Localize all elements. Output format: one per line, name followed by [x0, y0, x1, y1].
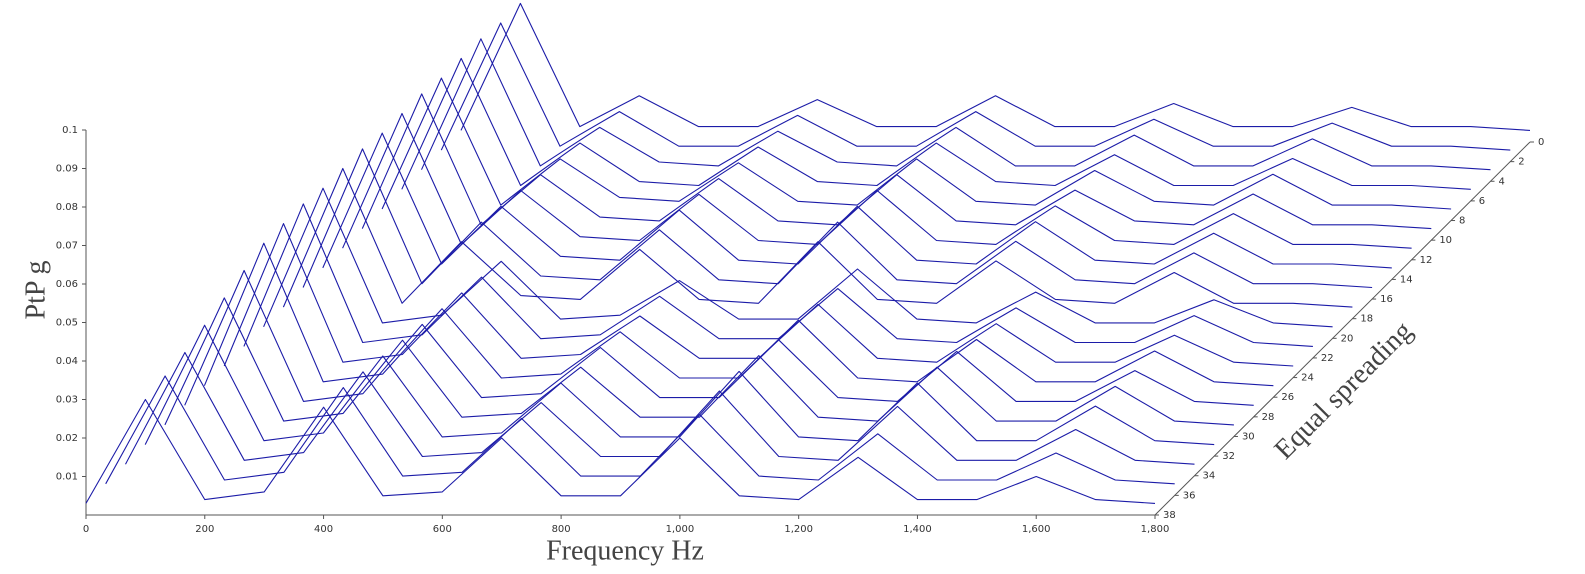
spectrum-trace	[361, 93, 1432, 230]
z-tick-label: 0	[1538, 137, 1544, 148]
z-tick-label: 16	[1380, 294, 1393, 305]
spectrum-trace	[184, 269, 1254, 406]
spectrum-trace	[282, 167, 1353, 308]
x-axis-title: Frequency Hz	[546, 535, 704, 566]
z-tick-label: 4	[1499, 176, 1505, 187]
z-tick-label: 28	[1262, 412, 1275, 423]
spectrum-trace	[302, 148, 1373, 289]
spectrum-trace	[144, 324, 1215, 446]
y-tick-label: 0.05	[56, 318, 78, 329]
y-tick-label: 0.01	[56, 472, 78, 483]
x-tick-label: 200	[195, 524, 214, 535]
x-tick-label: 0	[83, 524, 89, 535]
y-tick-label: 0.03	[56, 395, 78, 406]
spectrum-trace	[85, 398, 1156, 504]
y-tick-label: 0.07	[56, 241, 78, 252]
y-tick-label: 0.06	[56, 279, 78, 290]
spectrum-trace	[125, 351, 1195, 465]
spectrum-trace	[263, 187, 1333, 328]
spectrum-trace	[342, 112, 1412, 249]
spectrum-trace	[420, 38, 1491, 171]
y-tick-label: 0.02	[56, 433, 78, 444]
z-tick-label: 10	[1439, 235, 1452, 246]
spectrum-trace	[322, 132, 1392, 269]
z-tick-label: 36	[1183, 490, 1196, 501]
z-tick-label: 2	[1518, 157, 1524, 168]
z-tick-label: 6	[1479, 196, 1485, 207]
spectrum-trace	[243, 203, 1313, 347]
y-axis-title: PtP g	[20, 261, 51, 320]
z-tick-label: 8	[1459, 216, 1465, 227]
z-axis	[1154, 141, 1531, 516]
spectrum-trace	[164, 297, 1234, 426]
z-tick-label: 20	[1341, 333, 1354, 344]
x-tick-label: 1,400	[903, 524, 932, 535]
x-tick-label: 1,000	[666, 524, 695, 535]
z-tick-label: 22	[1321, 353, 1334, 364]
x-tick-label: 600	[433, 524, 452, 535]
x-tick-label: 800	[552, 524, 571, 535]
z-tick-label: 18	[1360, 314, 1373, 325]
z-tick-label: 12	[1420, 255, 1433, 266]
spectrum-trace	[223, 223, 1294, 367]
z-tick-label: 34	[1202, 471, 1215, 482]
z-tick-label: 24	[1301, 373, 1314, 384]
y-tick-label: 0.08	[56, 202, 78, 213]
z-tick-label: 38	[1163, 510, 1176, 521]
y-tick-label: 0.1	[62, 125, 78, 136]
spectrum-trace	[460, 2, 1531, 131]
z-tick-label: 32	[1222, 451, 1235, 462]
z-tick-label: 26	[1281, 392, 1294, 403]
spectrum-trace	[381, 77, 1452, 210]
spectrum-trace	[440, 22, 1511, 151]
spectrum-trace	[401, 57, 1471, 190]
x-tick-label: 400	[314, 524, 333, 535]
x-tick-label: 1,200	[784, 524, 813, 535]
x-tick-label: 1,800	[1141, 524, 1170, 535]
z-tick-label: 30	[1242, 431, 1255, 442]
spectrum-trace	[203, 242, 1274, 387]
z-tick-label: 14	[1400, 274, 1413, 285]
x-tick-label: 1,600	[1022, 524, 1051, 535]
spectrum-trace	[105, 375, 1175, 485]
y-tick-label: 0.04	[56, 356, 78, 367]
y-tick-label: 0.09	[56, 164, 78, 175]
